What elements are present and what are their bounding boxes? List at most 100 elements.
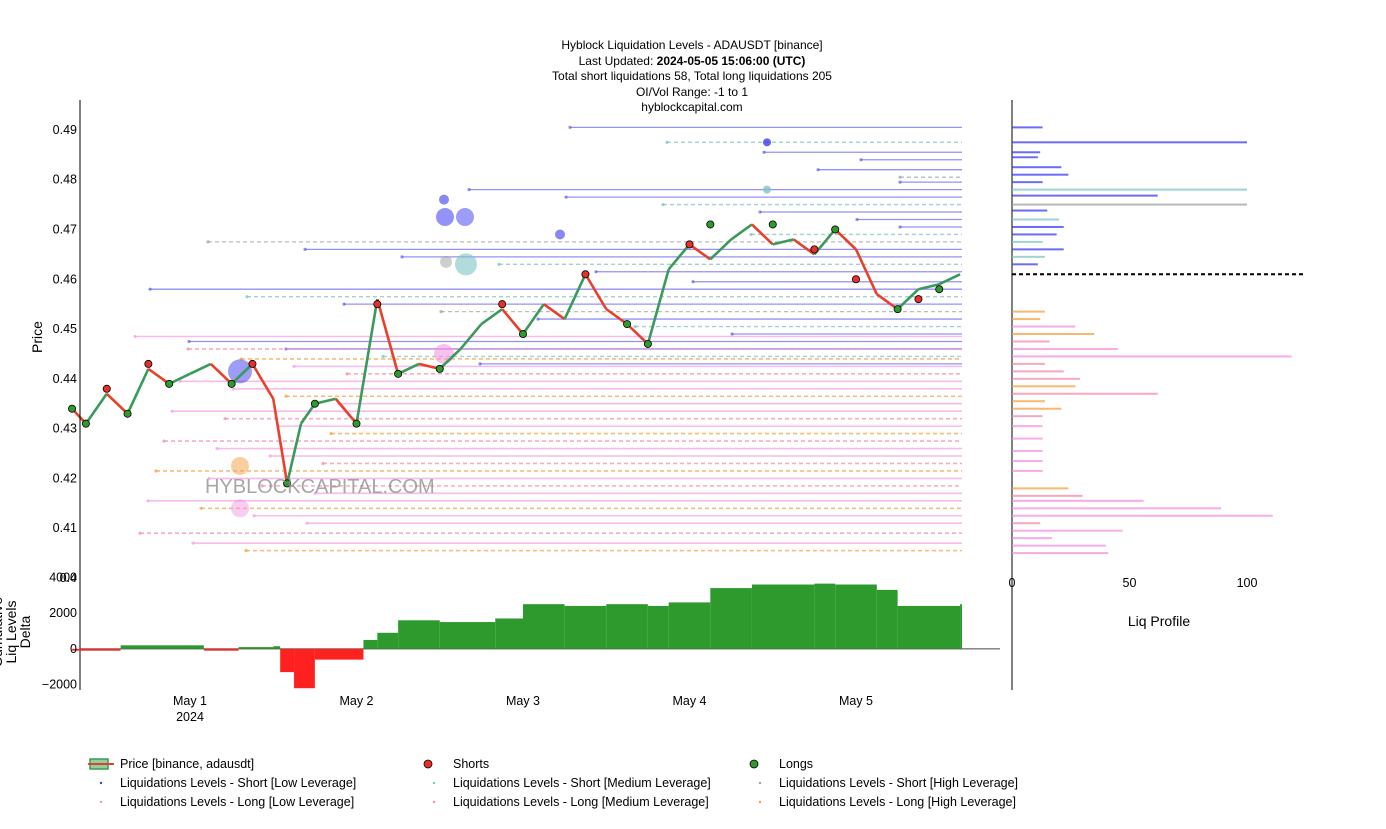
legend-label: Liquidations Levels - Long [Medium Lever…	[453, 795, 709, 809]
price-y-tick-label: 0.46	[53, 272, 77, 286]
long-liq-start-dot	[252, 514, 256, 518]
price-segment	[480, 308, 503, 326]
price-segment	[230, 362, 254, 385]
profile-bar	[1012, 194, 1158, 197]
profile-bar	[1012, 126, 1043, 129]
long-liquidation-marker	[623, 320, 632, 329]
profile-bar	[1012, 400, 1045, 403]
profile-x-tick-label: 50	[1123, 576, 1137, 590]
profile-bar	[1012, 240, 1043, 243]
short-liq-start-dot	[536, 317, 540, 321]
delta-bar	[814, 583, 836, 649]
price-y-tick-label: 0.49	[53, 123, 77, 137]
long-liq-start-dot	[191, 541, 195, 545]
long-medium-swatch	[421, 795, 447, 809]
profile-bar	[1012, 392, 1158, 395]
short-medium-swatch	[421, 776, 447, 790]
price-swatch	[88, 757, 114, 771]
delta-bar	[647, 605, 669, 649]
long-liq-start-dot	[284, 394, 288, 398]
profile-x-tick-label: 100	[1237, 576, 1258, 590]
long-liq-start-dot	[305, 521, 309, 525]
profile-bar	[1012, 407, 1062, 410]
legend-item-shorts[interactable]: Shorts	[421, 757, 489, 771]
long-liq-start-dot	[133, 334, 137, 339]
price-segment	[854, 248, 878, 295]
last-updated-label: Last Updated:	[578, 53, 657, 68]
delta-bar	[495, 618, 523, 649]
long-liq-start-dot	[345, 372, 349, 376]
delta-bar	[751, 584, 815, 649]
delta-bar	[439, 622, 496, 649]
delta-y-tick-label: 4000	[49, 570, 77, 584]
short-liq-start-dot	[661, 202, 665, 207]
legend-item-price[interactable]: Price [binance, adausdt]	[88, 757, 254, 771]
long-liquidation-marker	[81, 419, 90, 428]
price-segment	[938, 273, 961, 286]
profile-bar	[1012, 522, 1041, 525]
short-liquidation-marker	[581, 270, 590, 279]
price-y-tick-label: 0.44	[53, 372, 77, 386]
long-liq-start-dot	[321, 461, 325, 466]
short-high-swatch	[747, 776, 773, 790]
legend-label: Liquidations Levels - Short [Medium Leve…	[453, 776, 711, 790]
long-liq-start-dot	[162, 439, 166, 443]
long-liq-start-dot	[231, 387, 235, 391]
legend-item-longs[interactable]: Longs	[747, 757, 813, 771]
price-y-tick-label: 0.42	[53, 471, 77, 485]
price-segment	[147, 367, 170, 385]
markers-layer	[68, 220, 944, 488]
price-segment	[438, 348, 462, 370]
profile-bar	[1012, 537, 1052, 540]
price-segment	[271, 398, 289, 484]
delta-bar	[203, 648, 239, 651]
delta-bar	[960, 604, 962, 649]
short-liq-start-dot	[762, 150, 766, 154]
short-low-swatch	[88, 776, 114, 790]
long-liq-start-dot	[223, 417, 227, 421]
price-segment	[626, 323, 649, 345]
liq-cluster-bubble	[763, 138, 771, 147]
x-tick-label: May 1	[173, 694, 207, 708]
x-tick-label: May 3	[506, 694, 540, 708]
x-tick-label: May 4	[672, 694, 706, 708]
long-liquidation-marker	[519, 330, 528, 339]
longs-swatch	[747, 757, 773, 771]
profile-bar	[1012, 499, 1144, 502]
long-liquidation-marker	[68, 404, 77, 413]
profile-bar	[1012, 255, 1045, 258]
delta-bar	[363, 639, 378, 649]
legend-item-long-low[interactable]: Liquidations Levels - Long [Low Leverage…	[88, 795, 354, 809]
short-liq-start-dot	[855, 217, 859, 222]
long-liq-start-dot	[207, 476, 211, 481]
long-liq-start-dot	[199, 506, 203, 510]
last-updated-value: 2024-05-05 15:06:00 (UTC)	[656, 53, 806, 68]
price-segment	[543, 303, 566, 321]
price-segment	[605, 308, 628, 326]
legend-item-short-low[interactable]: Liquidations Levels - Short [Low Leverag…	[88, 776, 356, 790]
legend-label: Shorts	[453, 757, 490, 771]
profile-bar	[1012, 507, 1222, 510]
long-liquidation-marker	[706, 220, 715, 229]
legend-item-long-medium[interactable]: Liquidations Levels - Long [Medium Lever…	[421, 795, 709, 809]
profile-bar	[1012, 347, 1118, 350]
long-liq-start-dot	[170, 409, 174, 413]
price-segment	[376, 298, 400, 375]
delta-y-axis-title: CumulativeLiq LevelsDelta	[0, 597, 33, 667]
profile-bar	[1012, 340, 1050, 343]
legend-item-long-high[interactable]: Liquidations Levels - Long [High Leverag…	[747, 795, 1016, 809]
legend-item-short-medium[interactable]: Liquidations Levels - Short [Medium Leve…	[421, 776, 711, 790]
legend-item-short-high[interactable]: Liquidations Levels - Short [High Levera…	[747, 776, 1018, 790]
profile-bar	[1012, 166, 1062, 169]
chart-title-block: Hyblock Liquidation Levels - ADAUSDT [bi…	[392, 38, 992, 116]
liq-cluster-bubble	[439, 194, 449, 205]
long-liquidation-marker	[394, 369, 403, 378]
short-liq-start-dot	[749, 232, 753, 237]
short-liq-start-dot	[816, 168, 820, 172]
profile-bar	[1012, 333, 1095, 336]
short-liq-start-dot	[898, 175, 902, 179]
profile-bar	[1012, 310, 1045, 313]
short-liq-start-dot	[478, 362, 482, 366]
profile-bar	[1012, 362, 1045, 365]
